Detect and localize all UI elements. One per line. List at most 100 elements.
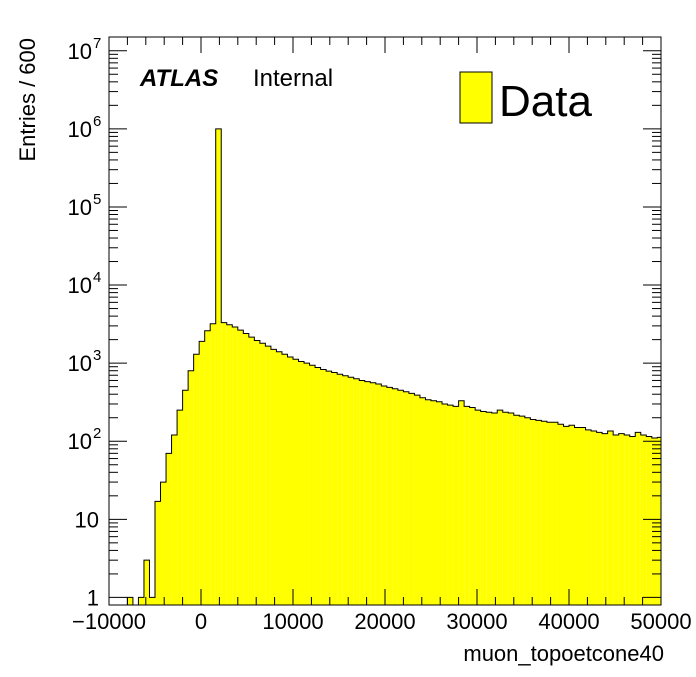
histogram-bin (276, 351, 282, 605)
histogram-bin (585, 429, 592, 605)
histogram-bin (182, 390, 189, 605)
legend-swatch (459, 71, 493, 124)
histogram-bin (613, 435, 619, 605)
histogram-bin (447, 405, 454, 605)
histogram-bin (127, 597, 133, 605)
histogram-bin (315, 367, 321, 605)
histogram-bin (541, 421, 547, 605)
histogram-bin (640, 435, 647, 605)
y-tick-label-exponent: 5 (93, 191, 101, 208)
histogram-bin (287, 356, 293, 605)
y-tick-label: 10 (68, 351, 92, 376)
histogram-bin (635, 432, 641, 605)
histogram-bin (149, 597, 155, 605)
histogram-bin (502, 412, 509, 605)
histogram-bin (563, 426, 569, 605)
histogram-bin (248, 337, 255, 605)
histogram-bin (265, 346, 271, 605)
internal-label: Internal (253, 65, 333, 92)
histogram-bin (591, 431, 597, 605)
x-tick-label: −10000 (72, 609, 146, 634)
y-tick-label: 10 (75, 507, 99, 532)
histogram-bin (138, 597, 144, 605)
y-tick-label-exponent: 3 (93, 347, 101, 364)
legend-label: Data (499, 77, 592, 126)
histogram-bin (596, 432, 603, 605)
histogram-bin (232, 327, 238, 605)
histogram-bin (425, 399, 431, 605)
histogram-bin (497, 410, 503, 605)
y-tick-label-exponent: 4 (93, 269, 101, 286)
histogram-bin (359, 380, 365, 605)
histogram-bin (431, 400, 437, 605)
x-tick-label: 0 (195, 609, 207, 634)
histogram-bin (386, 387, 393, 605)
x-tick-label: 50000 (630, 609, 691, 634)
y-tick-label: 10 (68, 195, 92, 220)
atlas-label: ATLAS (139, 65, 218, 92)
histogram-bars (126, 128, 661, 606)
histogram-bin (309, 365, 316, 605)
histogram-bin (337, 374, 343, 605)
x-tick-label: 30000 (446, 609, 507, 634)
histogram-bin (475, 410, 481, 605)
histogram-bin (353, 378, 360, 605)
histogram-bin (403, 391, 409, 605)
histogram-outline (126, 128, 661, 606)
histogram-bin (143, 560, 150, 605)
histogram-bin (226, 324, 233, 605)
histogram-bin (193, 354, 200, 605)
histogram-bin (519, 416, 525, 605)
histogram-bin (215, 128, 222, 605)
histogram-bin (221, 322, 227, 605)
histogram-bin (298, 361, 305, 605)
histogram-bin (491, 412, 498, 605)
histogram-bin (574, 427, 581, 605)
histogram-bin (188, 370, 194, 605)
histogram-bin (364, 381, 371, 605)
histogram-bin (414, 395, 420, 605)
y-tick-label: 10 (68, 39, 92, 64)
histogram-bin (177, 410, 183, 605)
histogram-bin (508, 412, 514, 605)
y-tick-label-exponent: 6 (93, 113, 101, 130)
histogram-bin (375, 384, 382, 605)
histogram-bin (254, 340, 260, 605)
y-tick-label: 10 (68, 429, 92, 454)
histogram-bin (320, 369, 327, 605)
histogram-bin (552, 422, 558, 605)
histogram-bin (480, 411, 487, 605)
histogram-bin (486, 412, 492, 605)
y-tick-label-exponent: 2 (93, 425, 101, 442)
histogram-bin (419, 397, 426, 605)
histogram-bin (602, 433, 608, 605)
histogram-bin (408, 393, 415, 605)
x-tick-label: 40000 (538, 609, 599, 634)
histogram-bin (469, 407, 476, 605)
y-tick-label: 1 (87, 585, 99, 610)
histogram-bin (618, 433, 625, 605)
y-tick-label: 10 (68, 117, 92, 142)
y-tick-label: 10 (68, 273, 92, 298)
x-axis-title: muon_topoetcone40 (463, 641, 664, 666)
histogram-bin (381, 385, 387, 605)
y-tick-label-exponent: 7 (93, 35, 101, 52)
histogram-bin (281, 354, 288, 605)
histogram-bin (436, 401, 443, 605)
histogram-bin (166, 453, 172, 605)
histogram-bin (237, 330, 244, 605)
histogram-bin (210, 323, 216, 605)
histogram-bin (651, 438, 658, 605)
axis-ticks (108, 37, 662, 605)
histogram-bin (259, 343, 266, 605)
histogram-bin (331, 372, 338, 605)
histogram-bin (657, 437, 661, 605)
x-tick-label: 20000 (354, 609, 415, 634)
histogram-bin (270, 349, 277, 605)
histogram-bin (513, 415, 520, 605)
histogram-bin (304, 363, 310, 605)
histogram-bin (607, 431, 614, 605)
histogram-bin (546, 422, 553, 605)
